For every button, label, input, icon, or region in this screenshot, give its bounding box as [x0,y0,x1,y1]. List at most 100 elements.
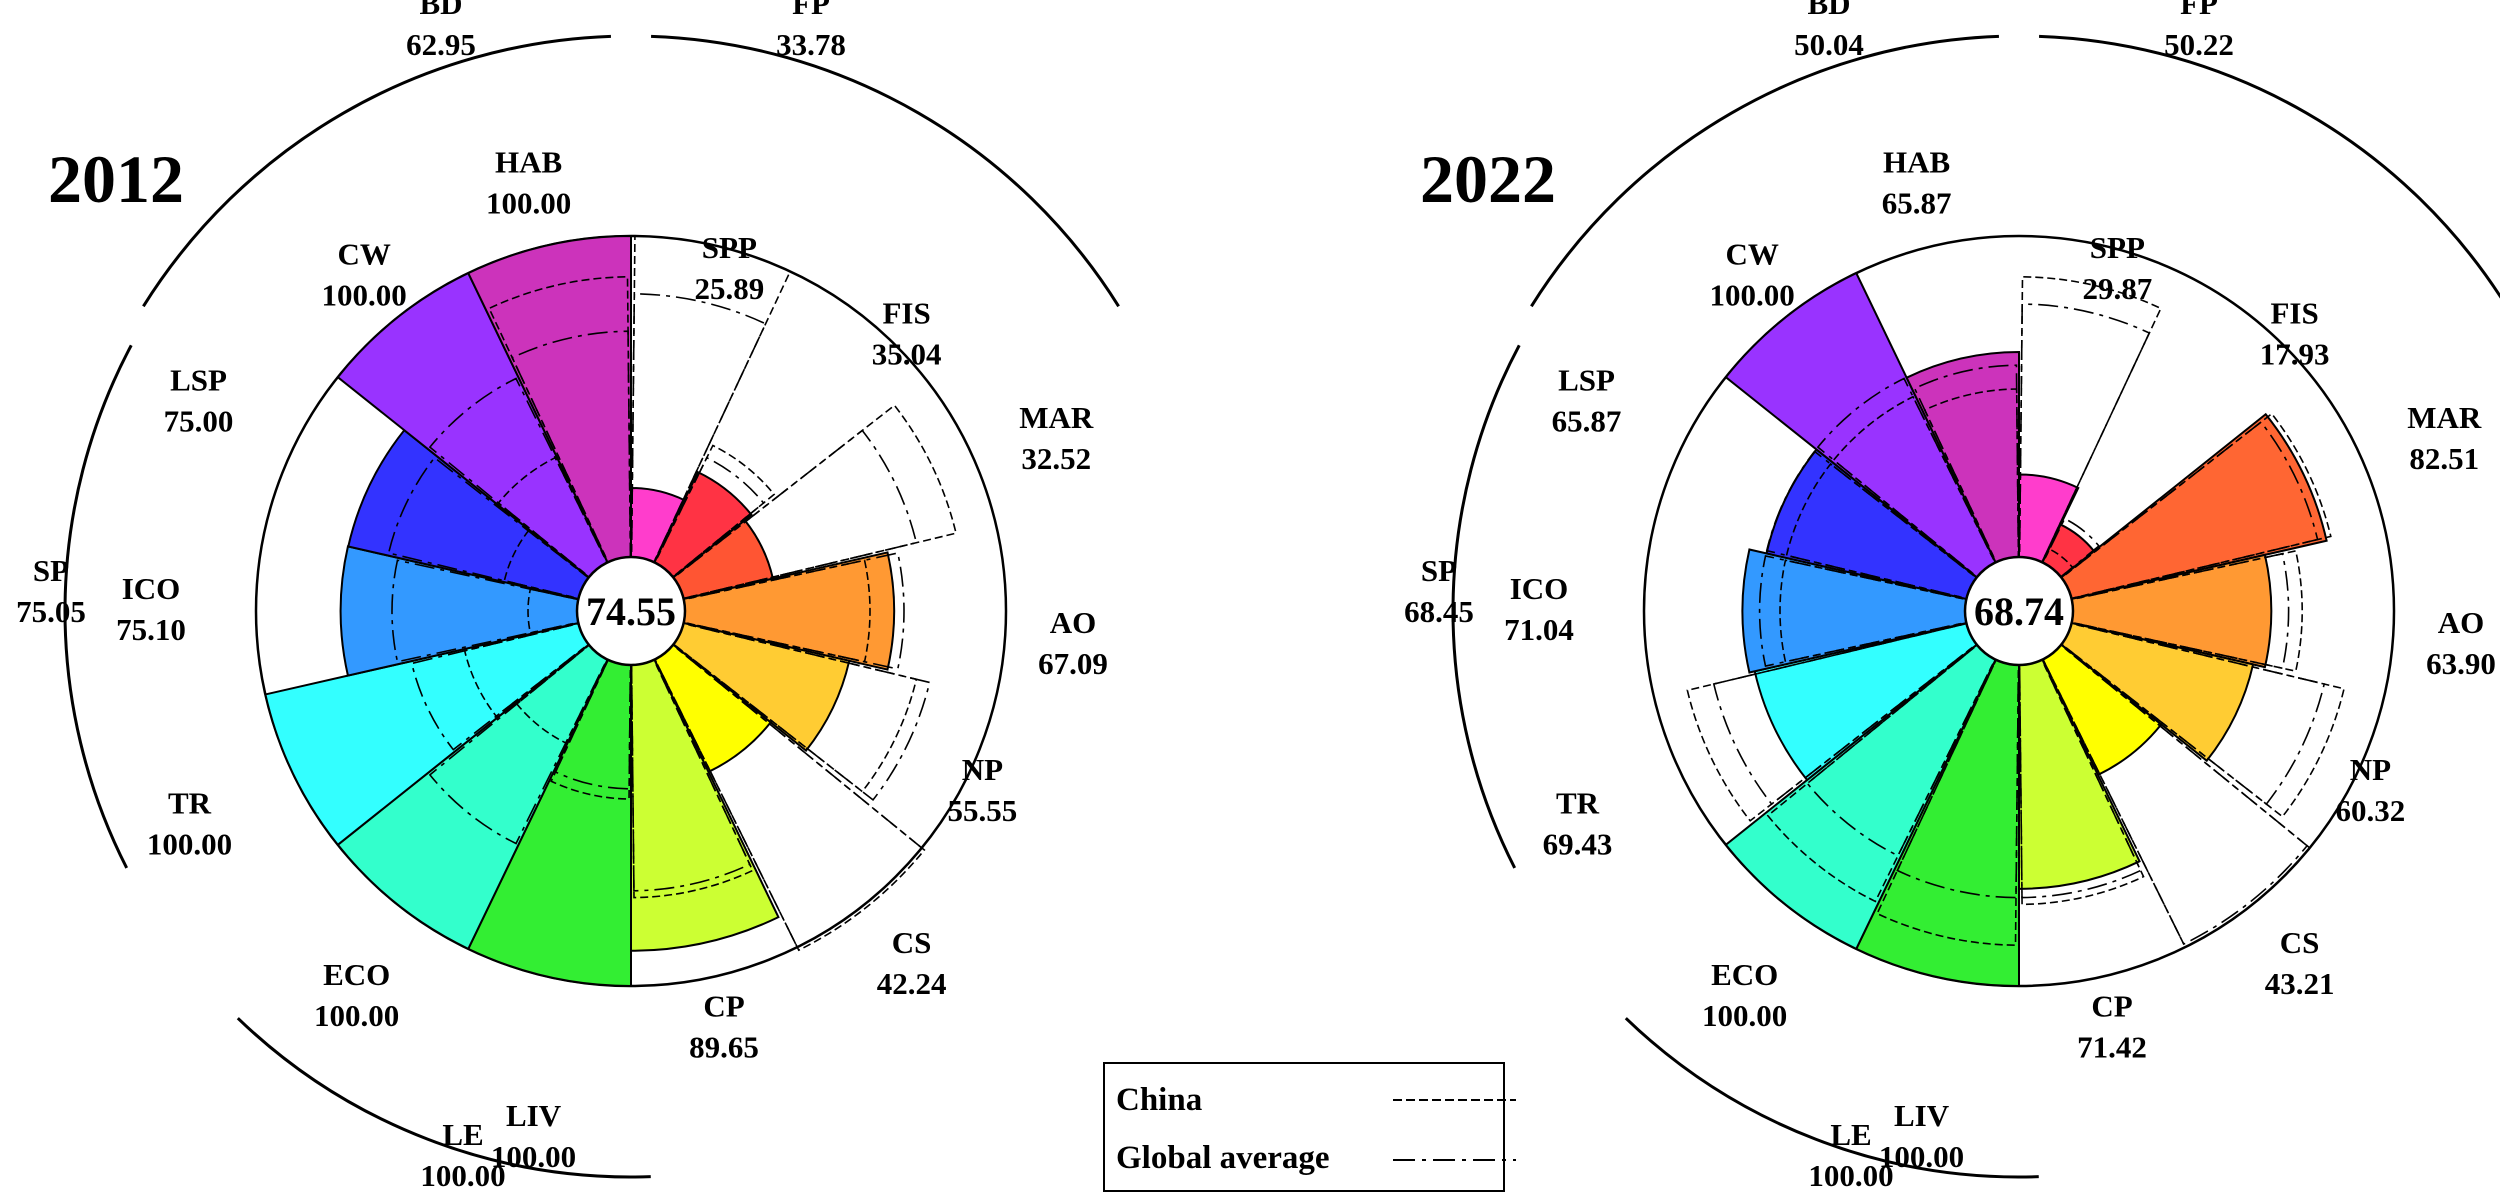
petal-value-cp: 89.65 [689,1030,759,1065]
group-arc-fp [2039,34,2500,299]
global-ref-cw [428,377,617,590]
group-label-sp: SP [1421,553,1457,588]
group-value-bd: 62.95 [406,27,476,62]
group-label-fp: FP [2180,0,2218,21]
petal-value-lsp: 75.00 [164,404,234,439]
petal-value-cw: 100.00 [1710,277,1795,312]
group-label-bd: BD [419,0,462,21]
petal-label-spp: SPP [2090,230,2145,265]
global-ref-tr [410,618,604,751]
china-ref-mar [2046,412,2332,604]
legend-box [1103,1062,1505,1192]
petal-value-cs: 43.21 [2265,966,2335,1001]
petal-label-ao: AO [2438,605,2485,640]
petal-label-liv: LIV [1894,1098,1950,1133]
china-ref-fis [645,444,776,590]
petal-value-fis: 17.93 [2260,336,2330,371]
petal-label-tr: TR [168,786,212,821]
petal-label-hab: HAB [1883,145,1950,180]
china-ref-hab [488,276,632,580]
petal-value-ico: 71.04 [1504,612,1574,647]
petal-value-cw: 100.00 [322,277,407,312]
petal-label-ao: AO [1050,605,1097,640]
china-ref-liv [550,642,632,800]
overall-score: 74.55 [586,589,676,634]
china-ref-cs [645,632,926,952]
group-value-fp: 50.22 [2164,27,2234,62]
global-ref-spp [630,293,767,580]
global-ref-lsp [387,456,604,604]
group-arc-fp [651,34,1120,308]
global-ref-eco [428,632,617,845]
petal-value-ico: 75.10 [116,612,186,647]
global-ref-cp [2018,642,2142,899]
petal-value-mar: 32.52 [1021,441,1091,476]
legend-label-china: China [1116,1082,1202,1118]
group-arc-le [236,1017,651,1179]
petal-label-np: NP [2350,752,2391,787]
global-ref-mar [2046,420,2319,604]
petal-label-cw: CW [1725,236,1778,271]
petal-value-hab: 100.00 [486,186,571,221]
petal-label-cs: CS [892,925,932,960]
china-ref-cs [2033,632,2311,949]
china-ref-liv [1876,642,2020,946]
petal-label-np: NP [962,752,1003,787]
petal-value-cp: 71.42 [2077,1030,2147,1065]
legend: China Global average [1103,1062,1516,1192]
global-ref-cw [1816,377,2005,590]
group-value-le: 100.00 [1808,1158,1893,1193]
petal-value-np: 55.55 [948,793,1018,828]
china-ref-spp [630,235,792,580]
chart-title: 2012 [48,141,184,217]
petal-value-tr: 100.00 [147,827,232,862]
group-label-bd: BD [1807,0,1850,21]
global-ref-ico [1758,554,1985,668]
petal-label-liv: LIV [506,1098,562,1133]
group-value-bd: 50.04 [1794,27,1864,62]
petal-label-fis: FIS [882,295,930,330]
china-ref-tr [1686,618,1992,822]
global-ref-np [658,618,931,802]
group-arc-bd [142,34,611,308]
group-value-fp: 33.78 [776,27,846,62]
petal-value-hab: 65.87 [1882,186,1952,221]
petal-value-eco: 100.00 [314,998,399,1033]
global-ref-fis [2033,517,2100,590]
china-ref-cw [1832,395,2005,590]
group-label-sp: SP [33,553,69,588]
global-ref-hab [511,330,632,580]
china-ref-spp [2018,276,2162,580]
petal-value-tr: 69.43 [1543,827,1613,862]
group-arc-sp [63,344,133,869]
group-label-le: LE [442,1117,483,1152]
petal-value-eco: 100.00 [1702,998,1787,1033]
petal-label-cs: CS [2280,925,2320,960]
petal-value-spp: 25.89 [694,271,764,306]
center-score-circle [1963,555,2075,667]
global-ref-ao [665,552,905,670]
group-arc-sp [1451,344,1521,869]
overall-score: 68.74 [1974,589,2064,634]
global-ref-cs [645,632,923,949]
petal-label-eco: ECO [323,957,390,992]
global-ref-liv [1896,642,2020,899]
petal-label-cp: CP [2091,989,2132,1024]
group-value-le: 100.00 [420,1158,505,1193]
group-label-fp: FP [792,0,830,21]
petal-label-hab: HAB [495,145,562,180]
petal-value-ao: 63.90 [2426,646,2496,681]
china-ref-lsp [1785,462,1992,604]
chart-title: 2022 [1420,141,1556,217]
petal-value-spp: 29.87 [2082,271,2152,306]
petal-label-ico: ICO [122,571,181,606]
global-ref-cs [2033,632,2309,946]
petal-label-tr: TR [1556,786,1600,821]
legend-label-global-average: Global average [1116,1140,1330,1176]
global-ref-hab [1913,364,2020,580]
petal-value-mar: 82.51 [2409,441,2479,476]
global-ref-spp [2018,303,2151,580]
group-value-sp: 75.05 [16,594,86,629]
petal-label-cp: CP [703,989,744,1024]
petal-label-mar: MAR [2407,400,2482,435]
